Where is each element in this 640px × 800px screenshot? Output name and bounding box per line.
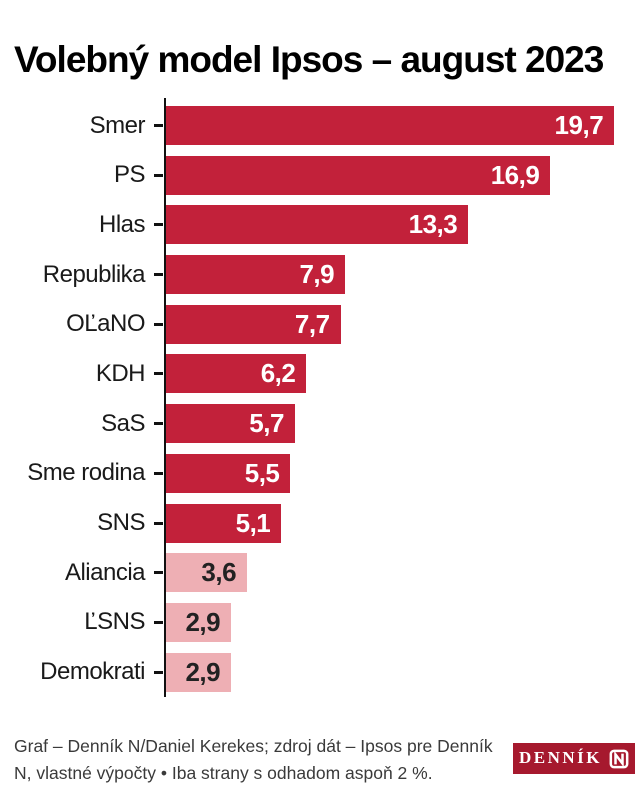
value-label: 16,9 — [490, 159, 540, 190]
value-label: 6,2 — [260, 358, 296, 389]
dennikn-n-icon — [609, 749, 629, 769]
bar: 6,2 — [165, 354, 307, 394]
category-label: SNS — [97, 509, 145, 536]
axis-tick — [154, 670, 163, 674]
value-label: 3,6 — [201, 557, 237, 588]
axis-tick — [154, 571, 163, 575]
value-label: 2,9 — [185, 606, 221, 637]
axis-tick — [154, 422, 163, 426]
chart-rows: Smer 19,7 PS 16,9 Hlas 13,3 Republika 7,… — [0, 106, 640, 692]
chart-row: PS 16,9 — [0, 155, 640, 195]
category-label: Hlas — [98, 210, 146, 238]
category-label: OĽaNO — [66, 310, 145, 338]
axis-tick — [154, 521, 163, 525]
chart-title: Volebný model Ipsos – august 2023 — [14, 38, 604, 80]
bar: 13,3 — [165, 205, 469, 245]
chart-row: SNS 5,1 — [0, 503, 640, 543]
bar: 5,1 — [165, 503, 282, 543]
bar: 2,9 — [165, 652, 232, 692]
axis-tick — [154, 223, 163, 227]
category-label: Smer — [89, 111, 146, 139]
axis-tick — [154, 273, 163, 277]
bar: 5,7 — [165, 404, 295, 444]
value-label: 13,3 — [408, 209, 458, 240]
axis-tick — [154, 471, 163, 475]
axis-tick — [154, 173, 163, 177]
category-label: PS — [113, 161, 146, 189]
bar: 3,6 — [165, 553, 248, 593]
value-label: 5,7 — [249, 408, 284, 439]
credit-text: Graf – Denník N/Daniel Kerekes; zdroj dá… — [14, 733, 514, 787]
chart-row: SaS 5,7 — [0, 404, 640, 444]
bar-chart: Smer 19,7 PS 16,9 Hlas 13,3 Republika 7,… — [0, 98, 640, 697]
dennikn-logo: DENNÍK — [513, 743, 635, 774]
axis-tick — [154, 322, 163, 326]
category-label: Sme rodina — [27, 459, 145, 487]
value-label: 5,5 — [244, 457, 280, 488]
bar: 2,9 — [165, 602, 232, 642]
category-label: Republika — [42, 260, 146, 288]
axis-tick — [154, 620, 163, 624]
category-label: KDH — [95, 359, 146, 387]
chart-row: Republika 7,9 — [0, 255, 640, 295]
chart-row: KDH 6,2 — [0, 354, 640, 394]
value-label: 7,9 — [299, 259, 335, 290]
value-label: 7,7 — [294, 308, 330, 339]
chart-row: OĽaNO 7,7 — [0, 304, 640, 344]
value-label: 5,1 — [235, 507, 271, 538]
y-axis-line — [164, 98, 166, 697]
chart-row: Demokrati 2,9 — [0, 652, 640, 692]
chart-row: Smer 19,7 — [0, 106, 640, 145]
axis-tick — [154, 124, 163, 127]
category-label: ĽSNS — [84, 608, 145, 636]
bar: 16,9 — [165, 155, 551, 195]
chart-row: Sme rodina 5,5 — [0, 453, 640, 493]
category-label: Aliancia — [64, 558, 146, 586]
value-label: 19,7 — [554, 110, 604, 140]
category-label: SaS — [101, 409, 145, 437]
bar: 7,9 — [165, 255, 346, 295]
dennikn-logo-text: DENNÍK — [518, 747, 602, 767]
bar: 7,7 — [165, 304, 341, 344]
value-label: 2,9 — [185, 656, 221, 687]
credit-line-1: Graf – Denník N/Daniel Kerekes; zdroj dá… — [14, 736, 493, 756]
chart-row: Aliancia 3,6 — [0, 553, 640, 593]
axis-tick — [154, 372, 163, 376]
chart-row: Hlas 13,3 — [0, 205, 640, 245]
chart-row: ĽSNS 2,9 — [0, 602, 640, 642]
bar: 5,5 — [165, 453, 291, 493]
credit-line-2: N, vlastné výpočty • Iba strany s odhado… — [14, 763, 433, 783]
bar: 19,7 — [165, 106, 615, 145]
category-label: Demokrati — [40, 658, 145, 686]
